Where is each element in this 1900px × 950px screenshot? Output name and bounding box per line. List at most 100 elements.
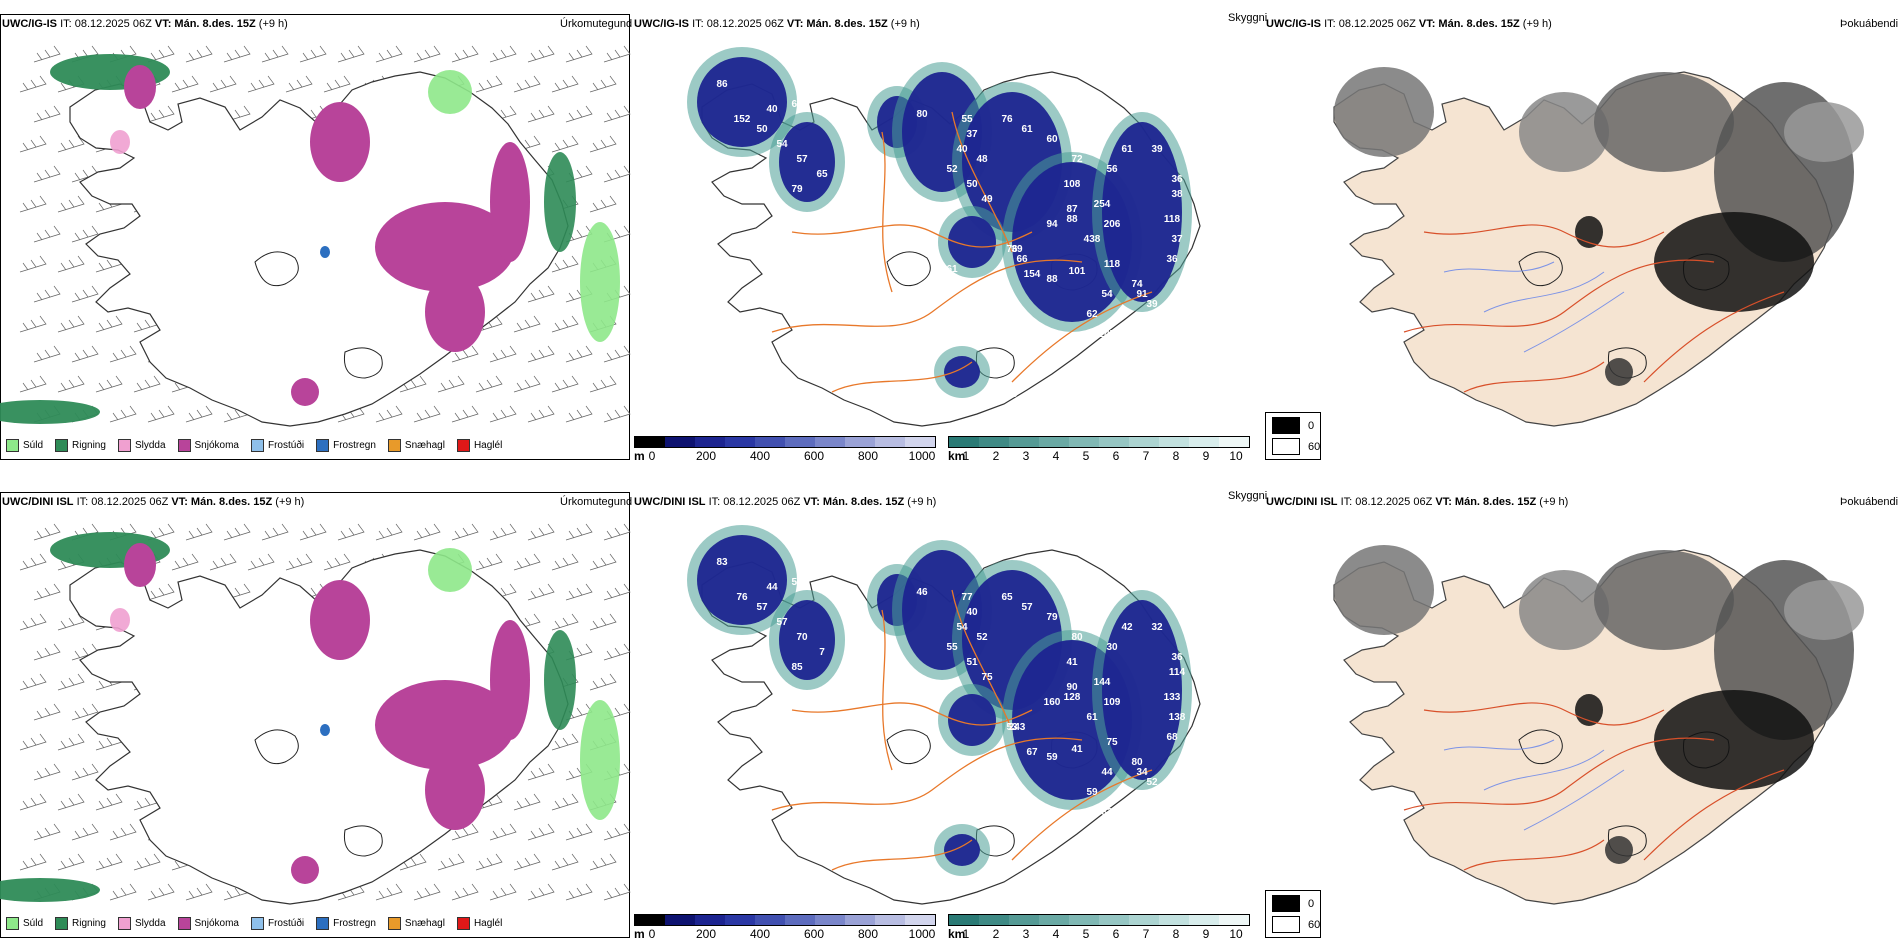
- colorbar-cell: [905, 915, 935, 925]
- cloud-base-value: 39: [1146, 299, 1158, 310]
- cloud-base-value: 49: [981, 194, 993, 205]
- fog-shading: [1334, 67, 1864, 386]
- fog-map-bottom: [1333, 545, 1864, 905]
- colorbar-cell: [695, 437, 725, 447]
- colorbar-tick: 5: [1082, 449, 1090, 463]
- colorbar-cell: [1039, 915, 1069, 925]
- cloud-base-value: 44: [766, 582, 778, 593]
- roads: [771, 111, 1153, 393]
- colorbar-tick: 0: [648, 449, 656, 463]
- panel-title: UWC/IG-IS IT: 08.12.2025 06Z VT: Mán. 8.…: [2, 18, 288, 30]
- precip-type-label: Úrkomutegund: [560, 496, 633, 508]
- cloud-base-value: 66: [1016, 254, 1028, 265]
- height-colorbar: m 0 200 400 600 800 1000: [634, 914, 936, 941]
- cloud-base-value: 56: [1106, 164, 1118, 175]
- colorbar-tick: 9: [1202, 449, 1210, 463]
- cloud-base-value: 76: [736, 592, 748, 603]
- panel-title: UWC/IG-IS IT: 08.12.2025 06Z VT: Mán. 8.…: [1266, 18, 1552, 30]
- cloud-base-value: 57: [756, 602, 768, 613]
- colorbar-cell: [845, 437, 875, 447]
- cloud-base-value: 38: [1171, 189, 1183, 200]
- cloud-base-value: 72: [1071, 154, 1083, 165]
- cloud-base-value: 243: [1009, 722, 1026, 733]
- colorbar-tick: 200: [695, 927, 717, 941]
- cloud-base-value: 61: [1021, 124, 1033, 135]
- visibility-label: Skyggni: [1228, 490, 1268, 502]
- colorbar-tick: 800: [857, 927, 879, 941]
- cloud-base-value: 36: [1171, 174, 1183, 185]
- colorbar-unit: km: [948, 927, 966, 941]
- cloud-base-value: 56: [791, 577, 803, 588]
- roads: [771, 589, 1153, 871]
- legend-item-snow: Snjókoma: [177, 917, 239, 930]
- colorbar-cell: [845, 915, 875, 925]
- cloud-base-value: 79: [791, 184, 803, 195]
- colorbar-tick: 2: [992, 449, 1000, 463]
- fog-panel-top: UWC/IG-IS IT: 08.12.2025 06Z VT: Mán. 8.…: [1264, 12, 1898, 472]
- cloud-base-value: 65: [816, 169, 828, 180]
- cloud-base-value: 39: [1151, 144, 1163, 155]
- cloud-base-value: 75: [1106, 737, 1118, 748]
- colorbar-tick: 8: [1172, 449, 1180, 463]
- cloud-base-value: 42: [1121, 622, 1133, 633]
- cloud-base-value: 57: [776, 617, 788, 628]
- colorbar-cell: [979, 915, 1009, 925]
- precip-map-frame: [0, 14, 630, 460]
- precip-legend: Súld Rigning Slydda Snjókoma Frostúði Fr…: [6, 917, 514, 930]
- colorbar-cell: [1159, 915, 1189, 925]
- legend-item-drizzle: Súld: [6, 917, 43, 930]
- precip-type-label: Úrkomutegund: [560, 18, 633, 30]
- cloud-base-value: 50: [966, 179, 978, 190]
- cloud-base-value: 83: [716, 557, 728, 568]
- cloud-base-value: 57: [796, 154, 808, 165]
- colorbar-cell: [1099, 437, 1129, 447]
- cloud-base-value: 87: [1066, 204, 1078, 215]
- colorbar-cell: [1069, 437, 1099, 447]
- colorbar-tick: 600: [803, 449, 825, 463]
- precip-areas: [0, 54, 620, 424]
- cloud-base-value: 36: [1166, 254, 1178, 265]
- cloud-base-value: 32: [1151, 622, 1163, 633]
- cloud-base-value: 206: [1104, 219, 1121, 230]
- colorbar-tick: 200: [695, 449, 717, 463]
- cloud-base-value: 76: [1006, 244, 1018, 255]
- fog-legend-bottom: 0 60: [1265, 890, 1321, 938]
- legend-item-freezing-rain: Frostregn: [316, 917, 376, 930]
- cloud-base-value: 59: [1046, 752, 1058, 763]
- cloud-base-value: 86: [716, 79, 728, 90]
- colorbar-cell: [949, 915, 979, 925]
- colorbar-tick: 4: [1052, 927, 1060, 941]
- cloud-base-value: 50: [756, 124, 768, 135]
- colorbar-tick: 3: [1022, 449, 1030, 463]
- legend-item-snow: Snjókoma: [177, 439, 239, 452]
- cloud-base-value: 76: [1001, 114, 1013, 125]
- cloud-base-value: 67: [1026, 747, 1038, 758]
- panel-title: UWC/DINI ISL IT: 08.12.2025 06Z VT: Mán.…: [2, 496, 305, 508]
- precip-map-top: [0, 45, 631, 427]
- colorbar-tick: 400: [749, 449, 771, 463]
- precip-areas: [0, 532, 620, 902]
- precip-map-bottom: [0, 523, 631, 905]
- cloud-base-value: 57: [1021, 602, 1033, 613]
- legend-item-hail: Haglél: [456, 439, 502, 452]
- height-colorbar: m 0 200 400 600 800 1000: [634, 436, 936, 463]
- cloud-base-value: 68: [1166, 732, 1178, 743]
- legend-item-snow-grains: Snæhagl: [387, 439, 445, 452]
- cloud-base-value: 61: [1086, 712, 1098, 723]
- cloud-base-value: 41: [1066, 657, 1078, 668]
- cloud-base-value: 75: [981, 672, 993, 683]
- colorbar-cell: [1219, 437, 1249, 447]
- low-cloud-areas: [687, 47, 1192, 398]
- colorbar-tick: 6: [1112, 449, 1120, 463]
- cloud-base-value: 34: [1136, 767, 1148, 778]
- cloud-base-value: 144: [1094, 677, 1111, 688]
- precip-map-frame: [0, 492, 630, 938]
- cloud-base-value: 54: [956, 622, 968, 633]
- fog-map-top: [1333, 67, 1864, 427]
- precip-panel-top: UWC/IG-IS IT: 08.12.2025 06Z VT: Mán. 8.…: [0, 12, 632, 472]
- colorbar-tick: 10: [1229, 449, 1243, 463]
- cloud-base-value: 54: [1101, 289, 1113, 300]
- colorbar-cell: [815, 915, 845, 925]
- colorbar-tick: 1000: [908, 449, 936, 463]
- cloud-base-value: 33: [1101, 807, 1113, 818]
